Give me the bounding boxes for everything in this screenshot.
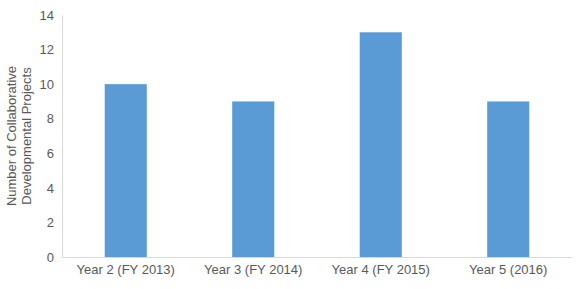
y-tick-label: 6 [47, 146, 54, 161]
bar [105, 84, 147, 257]
y-tick-label: 0 [47, 250, 54, 265]
bars [105, 32, 530, 257]
y-tick: 14 [40, 8, 62, 23]
x-tick-label: Year 2 (FY 2013) [77, 262, 175, 277]
y-axis-title: Number of CollaborativeDevelopmental Pro… [4, 66, 34, 206]
y-tick: 2 [47, 215, 62, 230]
chart: 0 2 4 6 8 10 12 14 Year 2 (FY 2013) Year 3 (FY 20… [0, 0, 576, 289]
bar [232, 101, 274, 257]
x-tick: Year 2 (FY 2013) [77, 257, 175, 277]
x-tick-label: Year 5 (2016) [469, 262, 547, 277]
x-tick: Year 5 (2016) [469, 257, 547, 277]
y-tick-label: 8 [47, 111, 54, 126]
y-axis-title-line: Developmental Projects [19, 67, 34, 205]
y-tick-label: 12 [40, 42, 54, 57]
bar [360, 32, 402, 257]
x-tick: Year 4 (FY 2015) [332, 257, 430, 277]
y-tick-label: 14 [40, 8, 54, 23]
y-tick: 12 [40, 42, 62, 57]
plot: 0 2 4 6 8 10 12 14 Year 2 (FY 2013) Year 3 (FY 20… [40, 8, 573, 278]
y-tick-label: 2 [47, 215, 54, 230]
y-tick: 6 [47, 146, 62, 161]
y-axis: 0 2 4 6 8 10 12 14 [40, 8, 63, 265]
y-tick: 8 [47, 111, 62, 126]
y-tick: 4 [47, 181, 62, 196]
y-tick-label: 4 [47, 181, 54, 196]
y-axis-title-line: Number of Collaborative [4, 66, 19, 206]
x-tick: Year 3 (FY 2014) [204, 257, 302, 277]
y-axis-line [62, 16, 63, 258]
x-tick-label: Year 3 (FY 2014) [204, 262, 302, 277]
y-tick-label: 10 [40, 77, 54, 92]
y-tick: 10 [40, 77, 62, 92]
x-axis-line [63, 257, 573, 258]
x-tick-label: Year 4 (FY 2015) [332, 262, 430, 277]
x-axis: Year 2 (FY 2013) Year 3 (FY 2014) Year 4 (… [63, 257, 573, 277]
bar [487, 101, 529, 257]
y-tick: 0 [47, 250, 62, 265]
